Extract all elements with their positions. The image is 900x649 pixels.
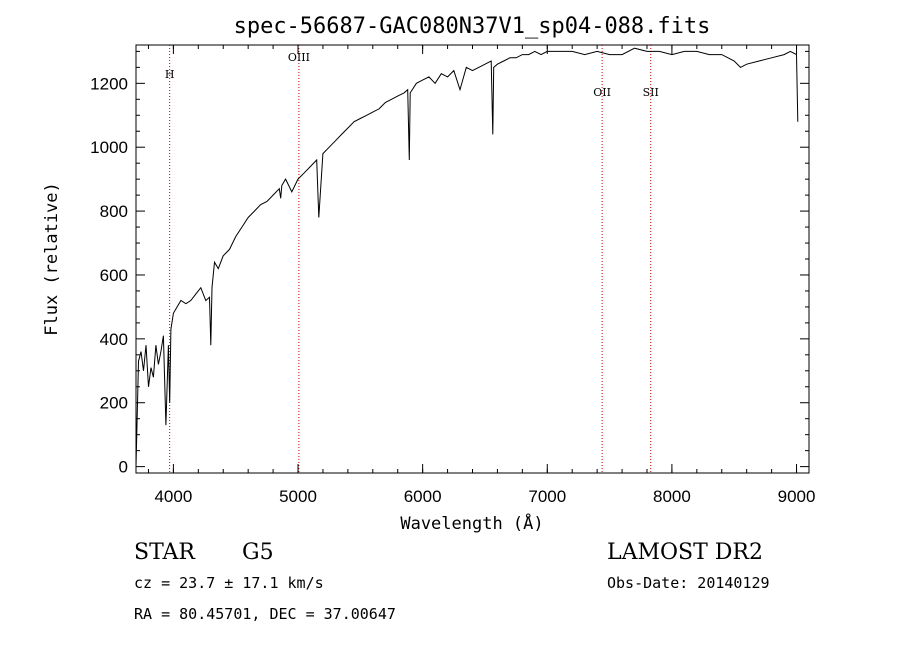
axis-ticks	[136, 45, 809, 473]
axis-tick-labels: 4000 5000 6000 7000 8000 9000 0 200 400 600 800 100…	[90, 74, 815, 506]
chart-title: spec-56687-GAC080N37V1_sp04-088.fits	[234, 14, 711, 39]
redshift-velocity: cz = 23.7 ± 17.1 km/s	[134, 574, 324, 592]
x-tick-label: 4000	[154, 487, 192, 506]
flux-series-line	[135, 47, 799, 467]
y-tick-label: 1000	[90, 138, 128, 157]
ra-dec-coordinates: RA = 80.45701, DEC = 37.00647	[134, 605, 396, 623]
object-class: STAR	[134, 540, 196, 565]
emission-line-markers: H OIII OII SII	[165, 45, 659, 473]
x-axis-label: Wavelength (Å)	[400, 512, 543, 534]
observation-date: Obs-Date: 20140129	[607, 574, 770, 592]
object-subclass: G5	[242, 540, 274, 565]
x-tick-label: 5000	[279, 487, 317, 506]
x-tick-label: 7000	[528, 487, 566, 506]
y-axis-label: Flux (relative)	[42, 182, 62, 336]
line-marker-label: H	[165, 68, 175, 81]
x-tick-label: 9000	[778, 487, 816, 506]
plot-frame	[135, 44, 810, 474]
y-tick-label: 200	[100, 394, 128, 413]
line-marker-label: OIII	[288, 51, 310, 64]
x-tick-label: 8000	[653, 487, 691, 506]
y-tick-label: 0	[119, 458, 128, 477]
y-tick-label: 800	[100, 202, 128, 221]
line-marker-label: OII	[593, 86, 611, 99]
y-tick-label: 600	[100, 266, 128, 285]
x-tick-label: 6000	[404, 487, 442, 506]
line-marker-label: SII	[643, 86, 659, 99]
y-tick-label: 1200	[90, 74, 128, 93]
y-tick-label: 400	[100, 330, 128, 349]
survey-name: LAMOST DR2	[607, 540, 763, 565]
